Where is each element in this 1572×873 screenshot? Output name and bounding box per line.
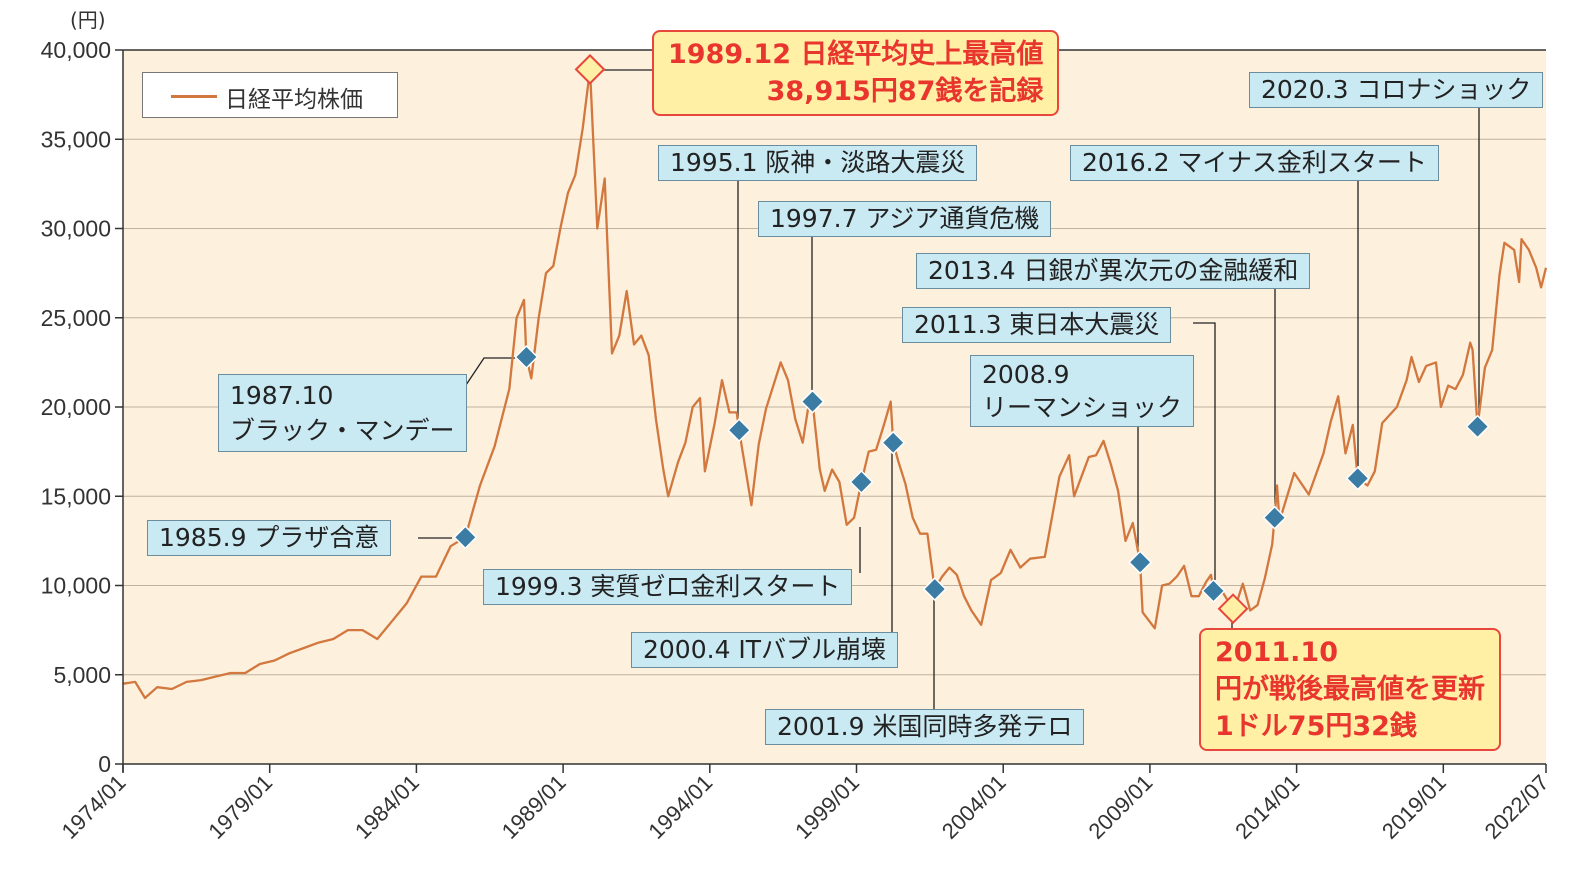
x-tick-label: 1989/01 [497,770,571,844]
annotation-peak: 1989.12 日経平均史上最高値 38,915円87銭を記録 [652,30,1060,116]
annotation-black-monday-line1: 1987.10 [230,381,334,410]
event-marker [922,577,947,602]
annotation-terror: 2001.9 米国同時多発テロ [765,709,1085,745]
event-marker [727,418,752,443]
annotation-boj: 2013.4 日銀が異次元の金融緩和 [916,253,1311,289]
highlight-marker [574,53,606,85]
annotation-lehman-line1: 2008.9 [982,360,1070,389]
annotation-lehman: 2008.9 リーマンショック [970,355,1195,427]
x-tick-label: 1999/01 [790,770,864,844]
annotation-black-monday-line2: ブラック・マンデー [230,416,455,445]
annotation-it-bubble: 2000.4 ITバブル崩壊 [631,632,899,668]
x-tick-label: 1984/01 [350,770,424,844]
event-marker [453,525,478,550]
annotation-plaza: 1985.9 プラザ合意 [147,520,392,556]
highlight-marker [1217,593,1249,625]
x-tick-label: 2009/01 [1084,770,1158,844]
x-tick-label: 2019/01 [1377,770,1451,844]
event-marker [881,430,906,455]
event-marker [1345,466,1370,491]
y-tick-label: 0 [98,751,111,777]
y-tick-label: 30,000 [41,216,111,242]
annotation-yen-high: 2011.10 円が戦後最高値を更新 1ドル75円32銭 [1199,628,1501,751]
annotation-yen-high-line3: 1ドル75円32銭 [1215,711,1417,742]
annotation-corona: 2020.3 コロナショック [1249,72,1544,108]
event-marker [514,344,539,370]
annotation-peak-line1: 1989.12 日経平均史上最高値 [668,39,1044,70]
annotation-peak-line2: 38,915円87銭を記録 [766,76,1044,107]
leader-line [1193,322,1216,580]
annotation-hanshin: 1995.1 阪神・淡路大震災 [658,145,978,181]
event-marker [1128,550,1153,575]
legend-swatch [171,95,217,98]
annotation-connectors [418,69,1480,713]
event-marker [1201,578,1226,603]
annotation-yen-high-line1: 2011.10 [1215,637,1338,668]
event-marker [1465,414,1490,439]
x-tick-label: 2004/01 [937,770,1011,844]
y-tick-label: 20,000 [41,394,111,420]
x-tick-label: 2014/01 [1230,770,1304,844]
event-marker [1262,505,1287,530]
y-tick-label: 5,000 [53,662,111,688]
x-tick-label: 1979/01 [203,770,277,844]
x-tick-label: 1994/01 [643,770,717,844]
event-markers [453,53,1490,625]
annotation-lehman-line2: リーマンショック [982,393,1183,422]
legend-label: 日経平均株価 [225,87,363,113]
annotation-negative-rate: 2016.2 マイナス金利スタート [1070,145,1439,181]
x-tick-label: 1974/01 [57,770,131,844]
y-tick-label: 40,000 [41,37,111,63]
y-tick-label: 10,000 [41,573,111,599]
event-marker [849,469,874,495]
annotation-asia: 1997.7 アジア通貨危機 [758,201,1052,237]
event-marker [800,389,825,414]
annotation-zero-rate: 1999.3 実質ゼロ金利スタート [483,569,853,605]
annotation-black-monday: 1987.10 ブラック・マンデー [218,374,467,452]
annotation-earthquake: 2011.3 東日本大震災 [902,307,1172,343]
y-tick-label: 15,000 [41,483,111,509]
y-tick-label: 25,000 [41,305,111,331]
legend: 日経平均株価 [142,72,398,118]
y-unit-label: (円) [70,8,106,32]
annotation-yen-high-line2: 円が戦後最高値を更新 [1215,674,1485,705]
x-tick-label: 2022/07 [1480,770,1554,844]
y-tick-label: 35,000 [41,126,111,152]
series-line-nikkei [122,68,1548,700]
